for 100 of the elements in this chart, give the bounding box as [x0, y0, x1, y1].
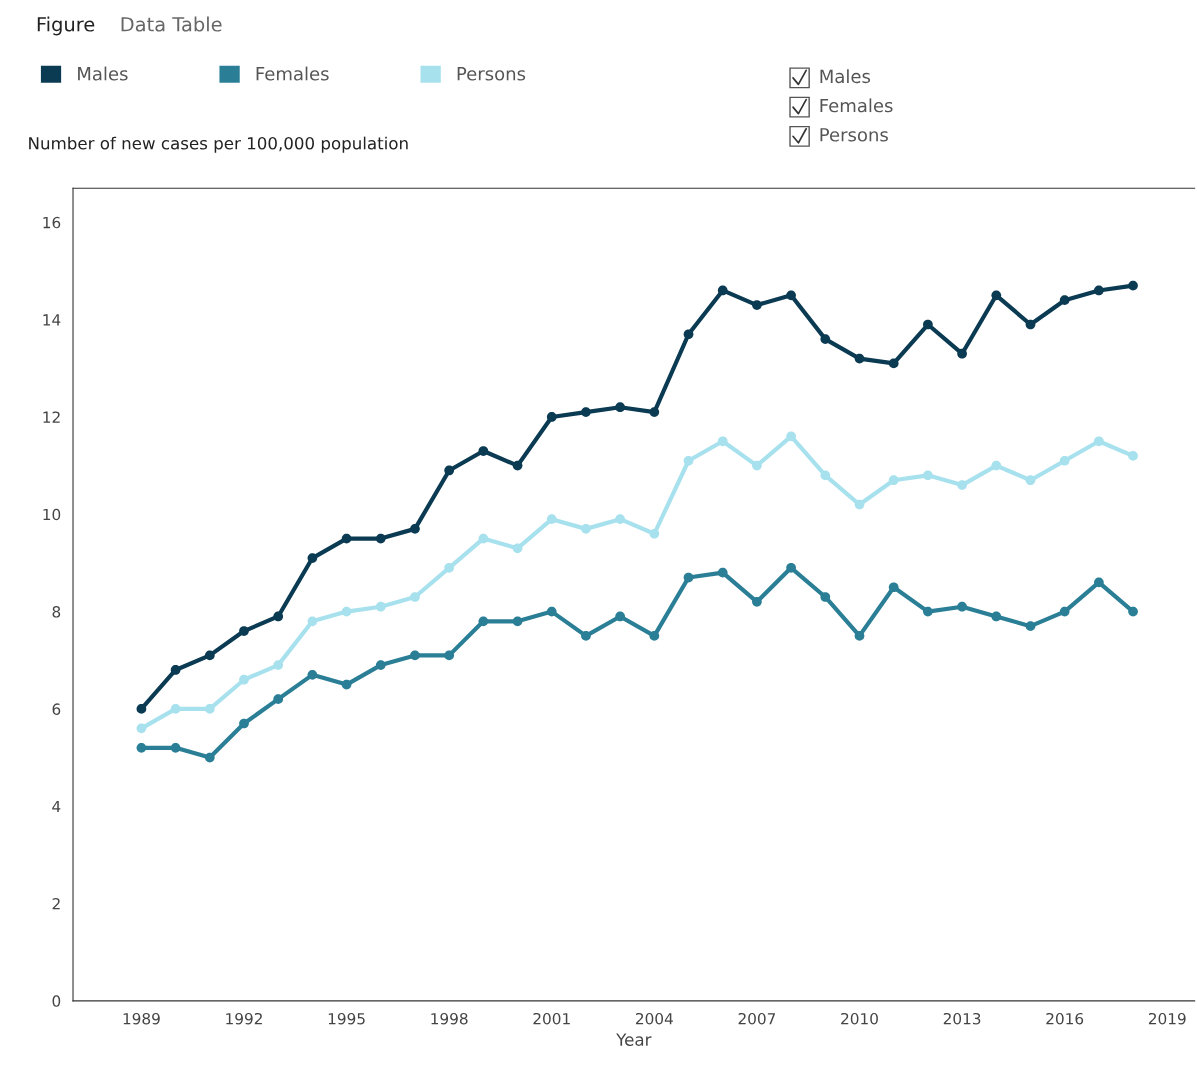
point: [204, 650, 215, 661]
point: [923, 470, 933, 481]
point: [615, 402, 625, 413]
point: [649, 407, 660, 417]
x-tick-label: 2013: [943, 1012, 981, 1025]
y-tick-label: 4: [52, 800, 61, 813]
point: [546, 606, 557, 617]
point: [786, 431, 796, 442]
y-tick-label: 2: [52, 898, 60, 910]
point: [957, 480, 967, 490]
point: [1025, 475, 1036, 486]
point: [752, 460, 762, 471]
y-tick-label: 8: [52, 606, 61, 618]
point: [854, 499, 865, 510]
point: [546, 514, 557, 524]
point: [854, 353, 865, 364]
point: [581, 407, 591, 417]
point: [170, 742, 181, 753]
point: [581, 631, 591, 641]
point: [1094, 436, 1104, 447]
point: [820, 334, 831, 344]
point: [752, 300, 762, 310]
y-tick-label: 14: [43, 314, 61, 326]
point: [136, 704, 147, 714]
point: [444, 562, 455, 573]
point: [136, 742, 147, 753]
point: [444, 650, 455, 661]
point: [170, 704, 181, 714]
point: [410, 592, 420, 602]
point: [1128, 280, 1138, 291]
point: [1025, 621, 1036, 632]
point: [273, 694, 284, 705]
point: [170, 665, 181, 675]
point: [1128, 606, 1138, 617]
point: [615, 611, 625, 622]
point: [991, 460, 1002, 471]
point: [1094, 285, 1104, 296]
point: [991, 290, 1002, 301]
point: [512, 543, 523, 554]
x-tick-label: 1998: [431, 1012, 468, 1025]
point: [478, 616, 489, 627]
point: [923, 606, 933, 617]
point: [786, 290, 796, 301]
point: [820, 470, 831, 481]
point: [341, 606, 352, 617]
x-tick-label: 2016: [1046, 1012, 1084, 1025]
point: [204, 704, 215, 714]
point: [888, 475, 899, 486]
point: [752, 597, 762, 607]
point: [512, 616, 523, 627]
point: [239, 626, 249, 636]
point: [273, 611, 284, 622]
x-tick-label: 1995: [328, 1012, 365, 1025]
point: [957, 348, 967, 359]
point: [239, 674, 249, 685]
point: [1128, 451, 1138, 461]
x-tick-label: 1989: [123, 1012, 160, 1025]
point: [1094, 577, 1104, 588]
x-tick-label: 1992: [226, 1012, 262, 1025]
point: [888, 582, 899, 593]
text: Data Table: [121, 16, 222, 32]
point: [683, 455, 694, 466]
y-tick-label: 16: [43, 216, 61, 229]
point: [923, 319, 933, 330]
point: [341, 679, 352, 690]
point: [649, 631, 660, 641]
point: [478, 446, 489, 456]
y-axis-title: Number of new cases per 100,000 population: [29, 136, 408, 153]
point: [717, 285, 728, 296]
x-axis-title: Year: [616, 1033, 652, 1046]
y-tick-label: 12: [43, 411, 60, 423]
x-tick-label: 2004: [636, 1012, 673, 1025]
text: Persons: [820, 128, 888, 142]
point: [1059, 295, 1070, 306]
x-tick-label: 2019: [1148, 1012, 1186, 1025]
point: [410, 524, 420, 534]
point: [375, 660, 386, 670]
point: [546, 412, 557, 422]
point: [307, 616, 318, 627]
x-tick-label: 2007: [738, 1012, 776, 1025]
point: [615, 514, 625, 524]
point: [717, 567, 728, 578]
y-tick-label: 0: [52, 995, 61, 1007]
x-tick-label: 2001: [533, 1012, 570, 1025]
legend-label: Females: [256, 66, 329, 81]
text: Figure: [37, 16, 95, 36]
point: [341, 533, 352, 544]
point: [512, 460, 523, 471]
point: [307, 669, 318, 680]
point: [1025, 319, 1036, 330]
point: [273, 660, 284, 670]
point: [957, 601, 967, 612]
point: [307, 553, 318, 563]
point: [683, 572, 694, 583]
point: [1059, 606, 1070, 617]
y-tick-label: 6: [52, 703, 61, 715]
legend-label: Persons: [457, 67, 526, 81]
y-tick-label: 10: [43, 508, 61, 521]
point: [410, 650, 420, 661]
point: [204, 752, 215, 763]
